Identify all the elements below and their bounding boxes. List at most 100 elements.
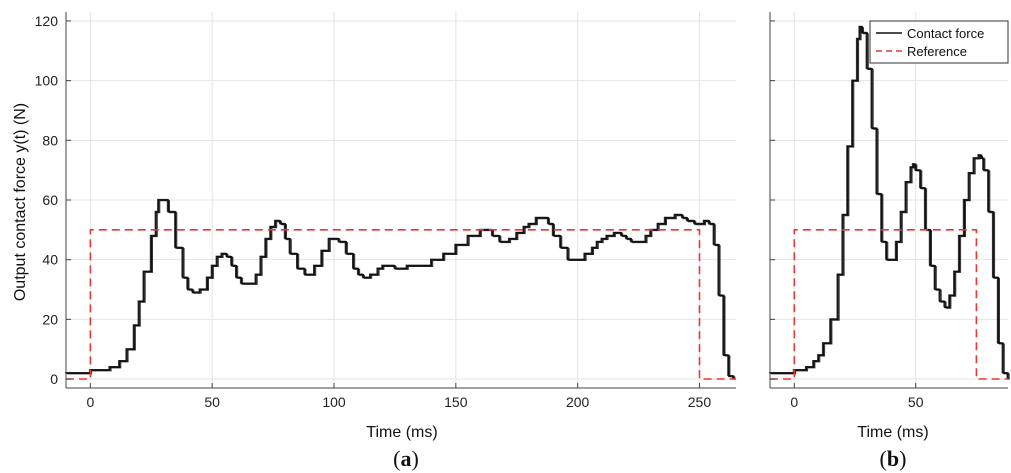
data-point <box>231 265 233 267</box>
data-point <box>718 294 720 297</box>
x-tick-label: 200 <box>566 394 590 410</box>
data-point <box>528 223 530 225</box>
y-axis-label: Output contact force y(t) (N) <box>12 103 29 301</box>
data-point <box>963 199 965 201</box>
data-point <box>939 300 941 303</box>
x-tick-label: 50 <box>908 394 924 410</box>
data-point <box>830 318 832 320</box>
series-line-contact-force <box>66 199 735 379</box>
data-point <box>591 247 593 249</box>
data-point <box>613 232 615 234</box>
data-point <box>567 259 569 261</box>
y-tick-label: 40 <box>42 252 58 268</box>
data-point <box>401 268 403 270</box>
data-point <box>905 181 907 183</box>
data-point <box>552 235 554 237</box>
data-point <box>625 238 627 240</box>
data-point <box>987 211 990 213</box>
data-point <box>289 253 291 255</box>
series-line-reference <box>66 229 736 380</box>
data-point <box>559 247 562 249</box>
data-point <box>443 253 445 255</box>
data-point <box>162 199 165 201</box>
data-point <box>572 259 574 261</box>
data-point <box>637 241 640 243</box>
y-tick-label: 0 <box>50 371 58 387</box>
series-line-reference <box>770 229 1008 380</box>
data-point <box>206 276 208 279</box>
data-point <box>279 223 281 225</box>
x-tick-label: 250 <box>688 394 712 410</box>
data-point <box>871 127 873 129</box>
data-point <box>664 217 666 219</box>
panel-label-b: (b) <box>880 446 907 471</box>
data-point <box>235 276 238 279</box>
data-point <box>708 223 710 225</box>
data-point <box>944 306 946 309</box>
data-point <box>328 238 330 240</box>
data-point <box>192 291 194 294</box>
data-point <box>240 282 243 285</box>
data-point <box>260 256 262 258</box>
panel-label-a: (a) <box>393 446 419 471</box>
data-point <box>822 342 825 344</box>
data-point <box>885 259 888 261</box>
data-point <box>805 366 808 368</box>
data-point <box>309 274 311 276</box>
data-point <box>681 217 684 219</box>
series-line-contact-force <box>770 26 1009 379</box>
data-point <box>284 238 286 240</box>
y-tick-label: 120 <box>35 13 59 29</box>
data-point <box>313 265 316 267</box>
data-point <box>255 274 257 276</box>
data-point <box>992 276 995 279</box>
x-tick-label: 50 <box>204 394 220 410</box>
panel-label-b-letter: b <box>887 446 899 471</box>
data-point <box>949 294 951 297</box>
data-point <box>674 214 676 216</box>
data-point <box>978 154 980 156</box>
data-point <box>333 238 335 240</box>
data-point <box>216 256 218 258</box>
y-axis-label-text: Output contact force y(t) (N) <box>12 103 29 301</box>
data-point <box>455 244 457 246</box>
data-point <box>703 220 705 222</box>
data-point <box>686 220 688 222</box>
x-axis-label-b: Time (ms) <box>857 424 928 441</box>
data-point <box>601 238 603 240</box>
data-point <box>620 235 623 237</box>
data-point <box>248 282 250 285</box>
data-point <box>211 265 213 267</box>
data-point <box>394 268 396 270</box>
data-point <box>362 276 364 279</box>
data-point <box>968 172 970 174</box>
data-point <box>912 163 914 165</box>
data-point <box>876 193 878 195</box>
data-point <box>503 241 506 243</box>
data-point <box>915 169 917 171</box>
series-line-contact-force <box>769 25 1008 379</box>
data-point <box>861 32 863 34</box>
data-point <box>973 157 975 159</box>
data-point <box>265 238 267 240</box>
data-point <box>491 235 493 237</box>
data-point <box>881 241 883 243</box>
data-point <box>535 217 537 219</box>
data-point <box>109 366 111 368</box>
data-point <box>866 68 868 70</box>
data-point <box>382 265 384 267</box>
panel-b: 0 50 <box>769 12 1010 410</box>
data-point <box>837 274 839 276</box>
data-point <box>126 348 128 350</box>
data-point <box>321 250 323 252</box>
data-point <box>418 265 420 267</box>
legend-box <box>869 20 1009 64</box>
data-point <box>817 354 820 356</box>
data-point <box>143 271 145 273</box>
data-point <box>934 288 936 291</box>
series-line-contact-force <box>65 198 734 379</box>
data-point <box>150 235 152 237</box>
data-point <box>856 38 859 40</box>
data-point <box>133 324 135 326</box>
